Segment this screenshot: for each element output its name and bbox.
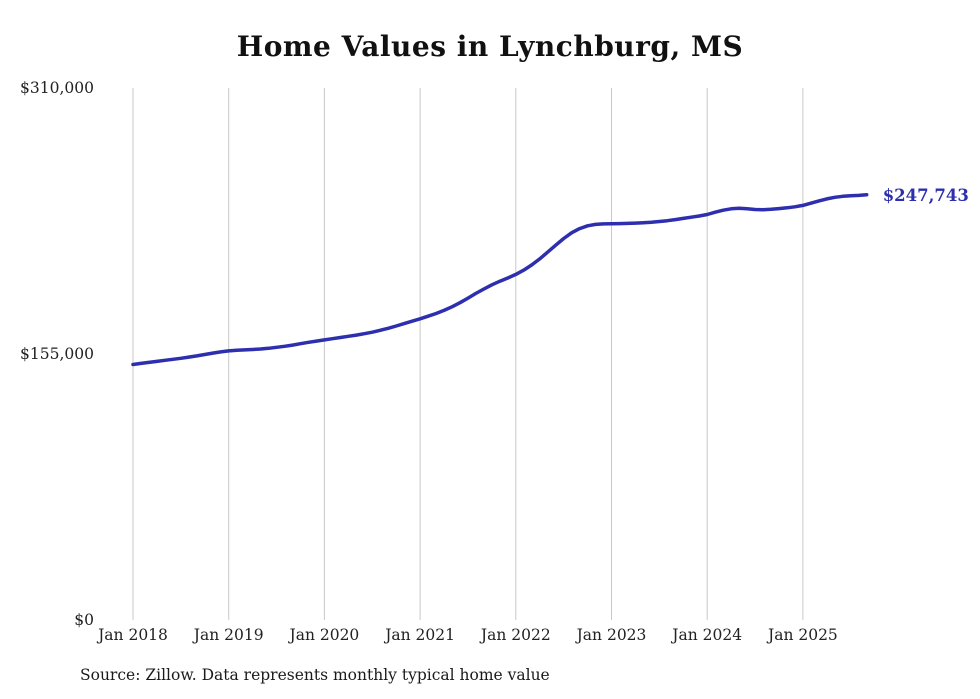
x-tick-label: Jan 2020 [287,626,359,644]
x-tick-label: Jan 2021 [383,626,455,644]
end-value-label: $247,743 [883,186,969,205]
x-tick-label: Jan 2022 [479,626,551,644]
x-tick-label: Jan 2025 [766,626,838,644]
x-tick-label: Jan 2018 [96,626,168,644]
y-tick-label: $155,000 [20,345,94,363]
x-tick-label: Jan 2024 [670,626,742,644]
x-tick-label: Jan 2019 [192,626,264,644]
y-tick-label: $0 [74,611,94,629]
home-value-line [131,193,869,367]
chart-title: Home Values in Lynchburg, MS [236,30,744,63]
x-tick-label: Jan 2023 [575,626,647,644]
y-tick-label: $310,000 [20,79,94,97]
source-note: Source: Zillow. Data represents monthly … [80,666,550,684]
